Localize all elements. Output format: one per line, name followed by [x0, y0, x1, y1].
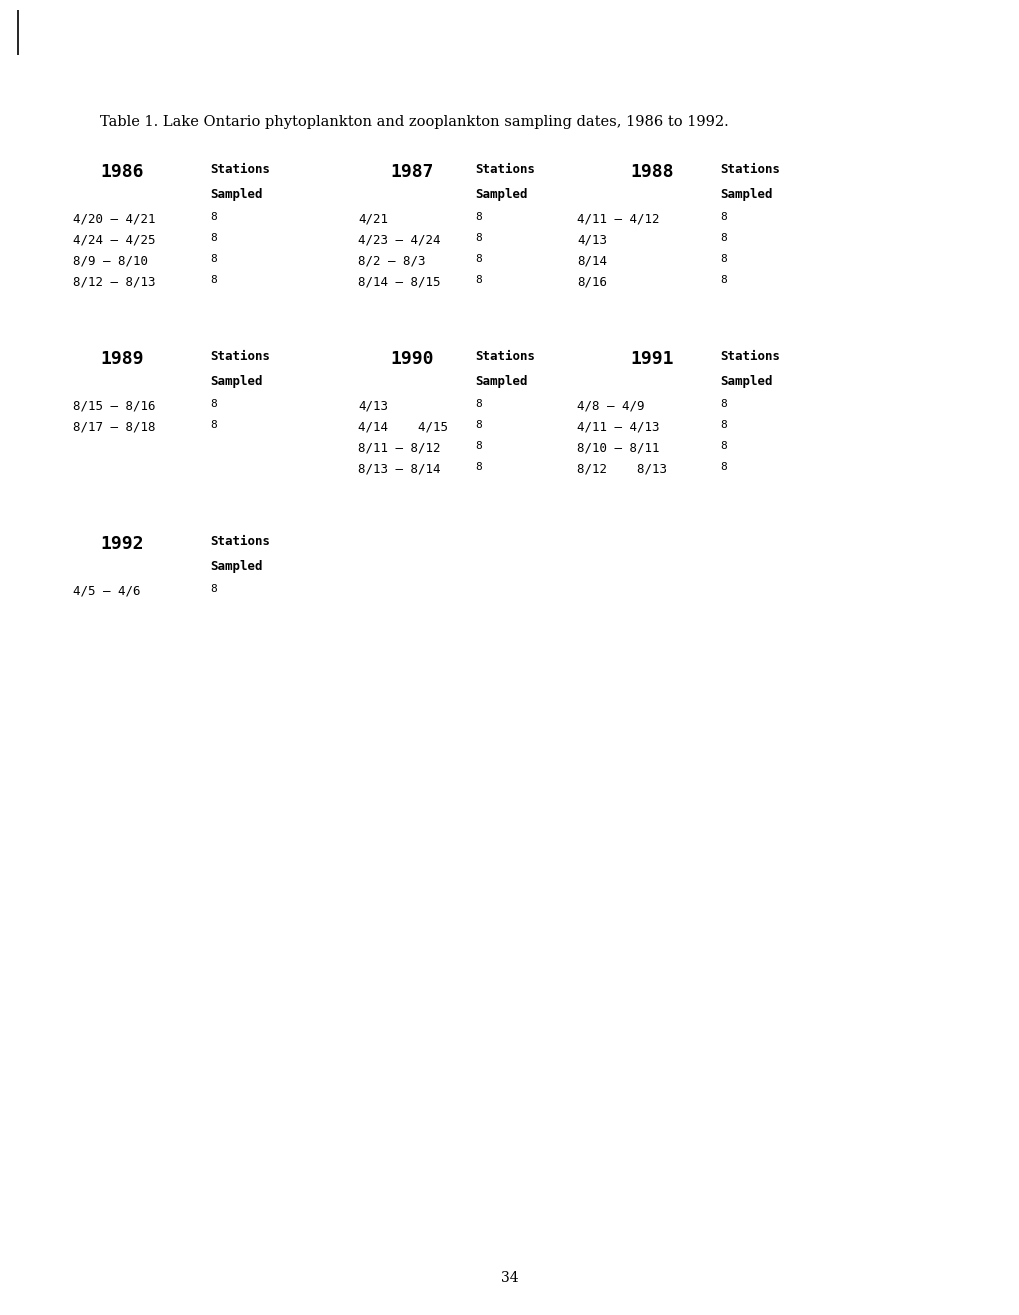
Text: Sampled: Sampled — [719, 188, 771, 201]
Text: 1986: 1986 — [100, 163, 144, 181]
Text: 1990: 1990 — [389, 350, 433, 368]
Text: 1988: 1988 — [630, 163, 673, 181]
Text: 8: 8 — [475, 441, 481, 451]
Text: 8: 8 — [210, 275, 217, 285]
Text: 8: 8 — [719, 233, 726, 243]
Text: 1992: 1992 — [100, 535, 144, 554]
Text: 4/8 – 4/9: 4/8 – 4/9 — [577, 398, 644, 412]
Text: 4/23 – 4/24: 4/23 – 4/24 — [358, 233, 440, 246]
Text: Stations: Stations — [719, 163, 780, 176]
Text: 8: 8 — [210, 254, 217, 264]
Text: 8: 8 — [475, 254, 481, 264]
Text: 8/14 – 8/15: 8/14 – 8/15 — [358, 275, 440, 288]
Text: 8: 8 — [719, 462, 726, 472]
Text: 4/20 – 4/21: 4/20 – 4/21 — [73, 212, 155, 225]
Text: 8/15 – 8/16: 8/15 – 8/16 — [73, 398, 155, 412]
Text: 1991: 1991 — [630, 350, 673, 368]
Text: 8: 8 — [210, 212, 217, 222]
Text: 8: 8 — [719, 441, 726, 451]
Text: 8/16: 8/16 — [577, 275, 606, 288]
Text: Stations: Stations — [475, 350, 535, 363]
Text: Stations: Stations — [210, 535, 270, 548]
Text: 8: 8 — [475, 419, 481, 430]
Text: 8/11 – 8/12: 8/11 – 8/12 — [358, 441, 440, 454]
Text: 8: 8 — [475, 462, 481, 472]
Text: Sampled: Sampled — [475, 188, 527, 201]
Text: 8/14: 8/14 — [577, 254, 606, 267]
Text: 4/11 – 4/12: 4/11 – 4/12 — [577, 212, 659, 225]
Text: Table 1. Lake Ontario phytoplankton and zooplankton sampling dates, 1986 to 1992: Table 1. Lake Ontario phytoplankton and … — [100, 114, 728, 129]
Text: 4/14    4/15: 4/14 4/15 — [358, 419, 447, 433]
Text: Sampled: Sampled — [719, 375, 771, 388]
Text: 4/5 – 4/6: 4/5 – 4/6 — [73, 584, 141, 597]
Text: Sampled: Sampled — [210, 188, 262, 201]
Text: 4/24 – 4/25: 4/24 – 4/25 — [73, 233, 155, 246]
Text: 4/21: 4/21 — [358, 212, 387, 225]
Text: 8: 8 — [475, 212, 481, 222]
Text: 8/10 – 8/11: 8/10 – 8/11 — [577, 441, 659, 454]
Text: Sampled: Sampled — [210, 375, 262, 388]
Text: 4/13: 4/13 — [577, 233, 606, 246]
Text: Stations: Stations — [475, 163, 535, 176]
Text: 8: 8 — [719, 254, 726, 264]
Text: 8: 8 — [210, 233, 217, 243]
Text: 8: 8 — [210, 398, 217, 409]
Text: 8: 8 — [719, 275, 726, 285]
Text: 8: 8 — [210, 584, 217, 594]
Text: 8: 8 — [719, 398, 726, 409]
Text: 8/12 – 8/13: 8/12 – 8/13 — [73, 275, 155, 288]
Text: 8/2 – 8/3: 8/2 – 8/3 — [358, 254, 425, 267]
Text: 8: 8 — [475, 275, 481, 285]
Text: Stations: Stations — [719, 350, 780, 363]
Text: 8/13 – 8/14: 8/13 – 8/14 — [358, 462, 440, 475]
Text: 4/11 – 4/13: 4/11 – 4/13 — [577, 419, 659, 433]
Text: 1989: 1989 — [100, 350, 144, 368]
Text: 8: 8 — [719, 419, 726, 430]
Text: 8/9 – 8/10: 8/9 – 8/10 — [73, 254, 148, 267]
Text: 8: 8 — [475, 398, 481, 409]
Text: Stations: Stations — [210, 350, 270, 363]
Text: 8/12    8/13: 8/12 8/13 — [577, 462, 666, 475]
Text: Stations: Stations — [210, 163, 270, 176]
Text: 1987: 1987 — [389, 163, 433, 181]
Text: 8: 8 — [210, 419, 217, 430]
Text: 4/13: 4/13 — [358, 398, 387, 412]
Text: Sampled: Sampled — [475, 375, 527, 388]
Text: 8: 8 — [719, 212, 726, 222]
Text: 8: 8 — [475, 233, 481, 243]
Text: 34: 34 — [500, 1272, 519, 1285]
Text: 8/17 – 8/18: 8/17 – 8/18 — [73, 419, 155, 433]
Text: Sampled: Sampled — [210, 560, 262, 573]
